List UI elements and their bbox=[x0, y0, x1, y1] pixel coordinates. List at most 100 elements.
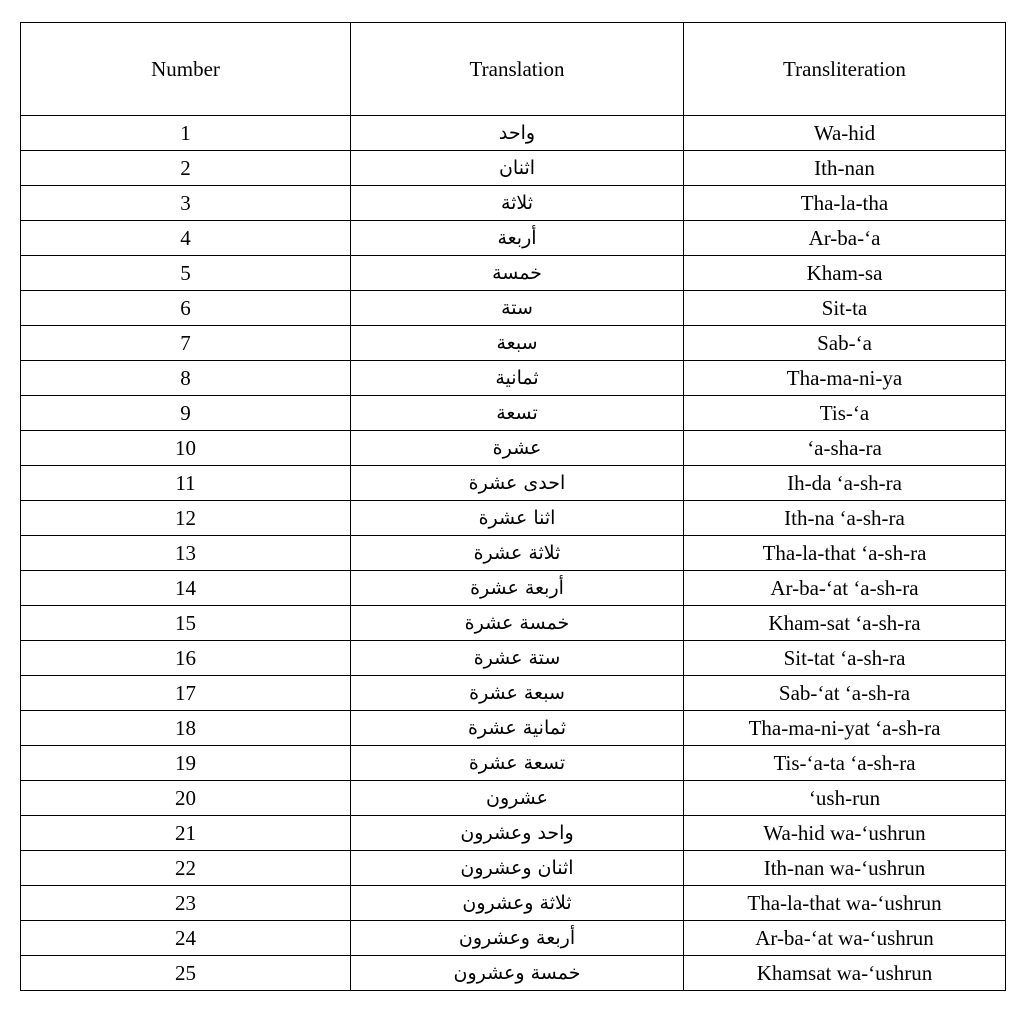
translation-cell: واحد bbox=[350, 115, 684, 151]
table-row: 3 ثلاثة Tha-la-tha bbox=[20, 185, 1006, 221]
transliteration-cell: Ith-nan bbox=[683, 150, 1006, 186]
translation-cell: ثلاثة وعشرون bbox=[350, 885, 684, 921]
translation-cell: اثنان bbox=[350, 150, 684, 186]
transliteration-cell: ‘a-sha-ra bbox=[683, 430, 1006, 466]
number-cell: 11 bbox=[20, 465, 351, 501]
translation-cell: اثنا عشرة bbox=[350, 500, 684, 536]
translation-cell: ثلاثة عشرة bbox=[350, 535, 684, 571]
number-cell: 7 bbox=[20, 325, 351, 361]
number-cell: 2 bbox=[20, 150, 351, 186]
transliteration-cell: Wa-hid bbox=[683, 115, 1006, 151]
header-translation: Translation bbox=[350, 22, 684, 116]
number-cell: 25 bbox=[20, 955, 351, 991]
transliteration-cell: Kham-sa bbox=[683, 255, 1006, 291]
header-transliteration: Transliteration bbox=[683, 22, 1006, 116]
translation-cell: ثمانية عشرة bbox=[350, 710, 684, 746]
translation-cell: سبعة bbox=[350, 325, 684, 361]
translation-cell: ثلاثة bbox=[350, 185, 684, 221]
transliteration-cell: Sit-ta bbox=[683, 290, 1006, 326]
number-cell: 8 bbox=[20, 360, 351, 396]
transliteration-cell: Sab-‘at ‘a-sh-ra bbox=[683, 675, 1006, 711]
translation-cell: أربعة عشرة bbox=[350, 570, 684, 606]
table-row: 11 احدى عشرة Ih-da ‘a-sh-ra bbox=[20, 465, 1006, 501]
table-row: 13 ثلاثة عشرة Tha-la-that ‘a-sh-ra bbox=[20, 535, 1006, 571]
number-cell: 16 bbox=[20, 640, 351, 676]
transliteration-cell: Ar-ba-‘at wa-‘ushrun bbox=[683, 920, 1006, 956]
translation-cell: خمسة وعشرون bbox=[350, 955, 684, 991]
table-row: 24 أربعة وعشرون Ar-ba-‘at wa-‘ushrun bbox=[20, 920, 1006, 956]
table-row: 20 عشرون ‘ush-run bbox=[20, 780, 1006, 816]
translation-cell: واحد وعشرون bbox=[350, 815, 684, 851]
table-row: 15 خمسة عشرة Kham-sat ‘a-sh-ra bbox=[20, 605, 1006, 641]
translation-cell: ثمانية bbox=[350, 360, 684, 396]
transliteration-cell: Tis-‘a-ta ‘a-sh-ra bbox=[683, 745, 1006, 781]
number-cell: 18 bbox=[20, 710, 351, 746]
number-cell: 17 bbox=[20, 675, 351, 711]
table-row: 2 اثنان Ith-nan bbox=[20, 150, 1006, 186]
table-row: 6 ستة Sit-ta bbox=[20, 290, 1006, 326]
header-number: Number bbox=[20, 22, 351, 116]
number-cell: 10 bbox=[20, 430, 351, 466]
number-cell: 19 bbox=[20, 745, 351, 781]
transliteration-cell: Ih-da ‘a-sh-ra bbox=[683, 465, 1006, 501]
transliteration-cell: Sab-‘a bbox=[683, 325, 1006, 361]
table-row: 17 سبعة عشرة Sab-‘at ‘a-sh-ra bbox=[20, 675, 1006, 711]
translation-cell: عشرة bbox=[350, 430, 684, 466]
table-row: 23 ثلاثة وعشرون Tha-la-that wa-‘ushrun bbox=[20, 885, 1006, 921]
number-cell: 12 bbox=[20, 500, 351, 536]
table-row: 8 ثمانية Tha-ma-ni-ya bbox=[20, 360, 1006, 396]
transliteration-cell: Ar-ba-‘at ‘a-sh-ra bbox=[683, 570, 1006, 606]
translation-cell: ستة bbox=[350, 290, 684, 326]
table-row: 18 ثمانية عشرة Tha-ma-ni-yat ‘a-sh-ra bbox=[20, 710, 1006, 746]
translation-cell: خمسة عشرة bbox=[350, 605, 684, 641]
table-row: 12 اثنا عشرة Ith-na ‘a-sh-ra bbox=[20, 500, 1006, 536]
transliteration-cell: Ith-nan wa-‘ushrun bbox=[683, 850, 1006, 886]
number-cell: 14 bbox=[20, 570, 351, 606]
number-cell: 6 bbox=[20, 290, 351, 326]
translation-cell: أربعة وعشرون bbox=[350, 920, 684, 956]
table-row: 16 ستة عشرة Sit-tat ‘a-sh-ra bbox=[20, 640, 1006, 676]
translation-cell: سبعة عشرة bbox=[350, 675, 684, 711]
transliteration-cell: Ar-ba-‘a bbox=[683, 220, 1006, 256]
number-cell: 4 bbox=[20, 220, 351, 256]
transliteration-cell: Tha-la-that ‘a-sh-ra bbox=[683, 535, 1006, 571]
translation-cell: تسعة bbox=[350, 395, 684, 431]
number-cell: 23 bbox=[20, 885, 351, 921]
number-cell: 5 bbox=[20, 255, 351, 291]
transliteration-cell: Tis-‘a bbox=[683, 395, 1006, 431]
table-body: 1 واحد Wa-hid 2 اثنان Ith-nan 3 ثلاثة Tha-la-tha… bbox=[20, 115, 1006, 991]
translation-cell: عشرون bbox=[350, 780, 684, 816]
table-row: 25 خمسة وعشرون Khamsat wa-‘ushrun bbox=[20, 955, 1006, 991]
number-cell: 9 bbox=[20, 395, 351, 431]
translation-cell: تسعة عشرة bbox=[350, 745, 684, 781]
number-cell: 3 bbox=[20, 185, 351, 221]
transliteration-cell: Kham-sat ‘a-sh-ra bbox=[683, 605, 1006, 641]
numbers-table: Number Translation Transliteration 1 واحد… bbox=[20, 22, 1006, 991]
translation-cell: احدى عشرة bbox=[350, 465, 684, 501]
transliteration-cell: Wa-hid wa-‘ushrun bbox=[683, 815, 1006, 851]
number-cell: 24 bbox=[20, 920, 351, 956]
transliteration-cell: Tha-la-that wa-‘ushrun bbox=[683, 885, 1006, 921]
table-row: 10 عشرة ‘a-sha-ra bbox=[20, 430, 1006, 466]
transliteration-cell: Tha-la-tha bbox=[683, 185, 1006, 221]
transliteration-cell: Ith-na ‘a-sh-ra bbox=[683, 500, 1006, 536]
table-row: 22 اثنان وعشرون Ith-nan wa-‘ushrun bbox=[20, 850, 1006, 886]
table-row: 7 سبعة Sab-‘a bbox=[20, 325, 1006, 361]
translation-cell: خمسة bbox=[350, 255, 684, 291]
transliteration-cell: ‘ush-run bbox=[683, 780, 1006, 816]
transliteration-cell: Sit-tat ‘a-sh-ra bbox=[683, 640, 1006, 676]
transliteration-cell: Khamsat wa-‘ushrun bbox=[683, 955, 1006, 991]
translation-cell: ستة عشرة bbox=[350, 640, 684, 676]
table-row: 4 أربعة Ar-ba-‘a bbox=[20, 220, 1006, 256]
number-cell: 13 bbox=[20, 535, 351, 571]
number-cell: 15 bbox=[20, 605, 351, 641]
header-row: Number Translation Transliteration bbox=[20, 22, 1006, 116]
table-row: 14 أربعة عشرة Ar-ba-‘at ‘a-sh-ra bbox=[20, 570, 1006, 606]
transliteration-cell: Tha-ma-ni-ya bbox=[683, 360, 1006, 396]
number-cell: 21 bbox=[20, 815, 351, 851]
table-row: 19 تسعة عشرة Tis-‘a-ta ‘a-sh-ra bbox=[20, 745, 1006, 781]
number-cell: 20 bbox=[20, 780, 351, 816]
table-row: 9 تسعة Tis-‘a bbox=[20, 395, 1006, 431]
number-cell: 22 bbox=[20, 850, 351, 886]
table-row: 5 خمسة Kham-sa bbox=[20, 255, 1006, 291]
